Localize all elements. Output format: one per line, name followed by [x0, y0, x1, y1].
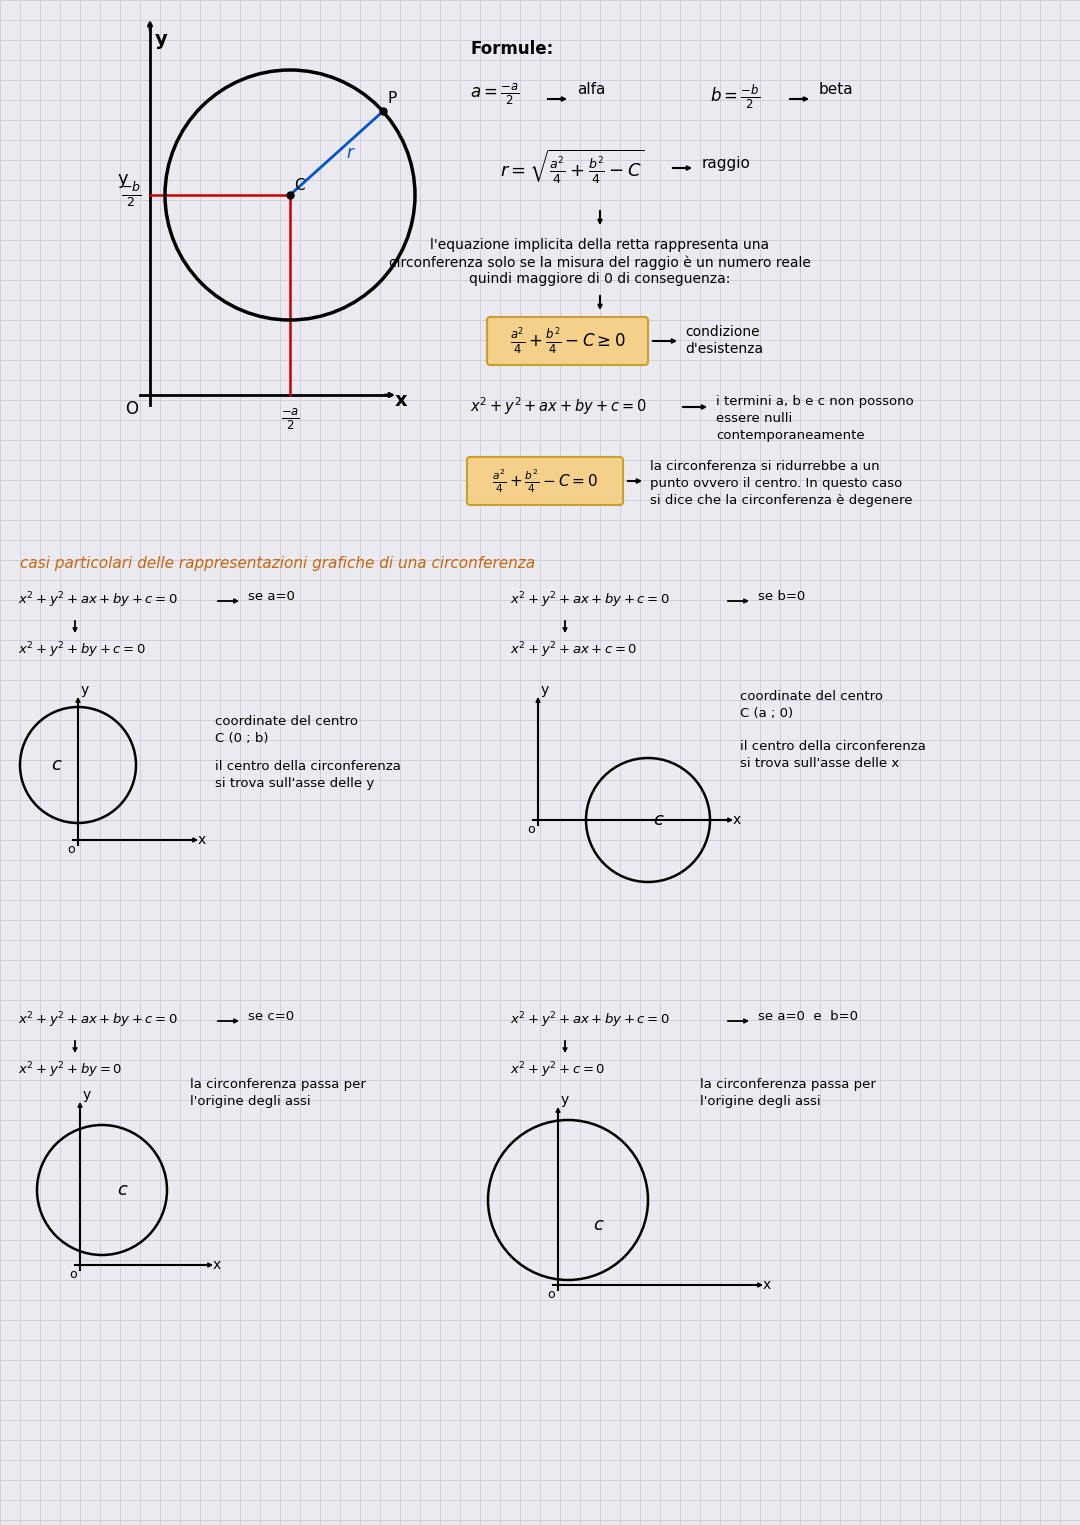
Text: il centro della circonferenza: il centro della circonferenza	[740, 740, 926, 753]
Text: $a = \frac{-a}{2}$: $a = \frac{-a}{2}$	[470, 82, 519, 107]
Text: coordinate del centro: coordinate del centro	[740, 689, 883, 703]
Text: x: x	[733, 813, 741, 827]
Text: se c=0: se c=0	[248, 1010, 294, 1023]
Text: se a=0  e  b=0: se a=0 e b=0	[758, 1010, 858, 1023]
Text: O: O	[125, 400, 138, 418]
Text: $x^2 + y^2 + ax + by + c = 0$: $x^2 + y^2 + ax + by + c = 0$	[18, 1010, 178, 1029]
Text: punto ovvero il centro. In questo caso: punto ovvero il centro. In questo caso	[650, 477, 902, 490]
Text: si trova sull'asse delle y: si trova sull'asse delle y	[215, 778, 375, 790]
Text: l'origine degli assi: l'origine degli assi	[190, 1095, 311, 1109]
Text: $x^2 + y^2 + by = 0$: $x^2 + y^2 + by = 0$	[18, 1060, 122, 1080]
Text: r: r	[347, 145, 353, 162]
Text: condizione: condizione	[685, 325, 759, 339]
Text: casi particolari delle rappresentazioni grafiche di una circonferenza: casi particolari delle rappresentazioni …	[21, 557, 535, 570]
Text: o: o	[69, 1267, 77, 1281]
Text: y: y	[561, 1093, 569, 1107]
Text: y: y	[541, 683, 550, 697]
Text: si trova sull'asse delle x: si trova sull'asse delle x	[740, 756, 900, 770]
Text: $x^2 + y^2 + ax + by + c = 0$: $x^2 + y^2 + ax + by + c = 0$	[510, 590, 670, 610]
Text: $b = \frac{-b}{2}$: $b = \frac{-b}{2}$	[710, 82, 760, 110]
Text: $r = \sqrt{\frac{a^2}{4} + \frac{b^2}{4} - C}$: $r = \sqrt{\frac{a^2}{4} + \frac{b^2}{4}…	[500, 148, 644, 186]
Text: x: x	[213, 1258, 221, 1272]
Text: C: C	[294, 178, 305, 194]
Text: $\frac{-b}{2}$: $\frac{-b}{2}$	[121, 180, 141, 209]
Text: d'esistenza: d'esistenza	[685, 342, 764, 355]
Text: c: c	[51, 756, 60, 775]
Text: il centro della circonferenza: il centro della circonferenza	[215, 759, 401, 773]
Text: y: y	[118, 169, 129, 188]
Text: si dice che la circonferenza è degenere: si dice che la circonferenza è degenere	[650, 494, 913, 506]
Text: $x^2 + y^2 + ax + c = 0$: $x^2 + y^2 + ax + c = 0$	[510, 640, 637, 660]
FancyBboxPatch shape	[487, 317, 648, 364]
Text: P: P	[388, 92, 397, 107]
Text: $x^2 + y^2 + ax + by + c = 0$: $x^2 + y^2 + ax + by + c = 0$	[510, 1010, 670, 1029]
Text: c: c	[117, 1180, 127, 1199]
Text: o: o	[548, 1289, 555, 1301]
FancyBboxPatch shape	[467, 458, 623, 505]
Text: quindi maggiore di 0 di conseguenza:: quindi maggiore di 0 di conseguenza:	[470, 271, 731, 287]
Text: $\frac{-a}{2}$: $\frac{-a}{2}$	[281, 407, 299, 432]
Text: C (a ; 0): C (a ; 0)	[740, 708, 793, 720]
Text: y: y	[83, 1087, 91, 1103]
Text: $\frac{a^2}{4} + \frac{b^2}{4} - C = 0$: $\frac{a^2}{4} + \frac{b^2}{4} - C = 0$	[492, 467, 598, 494]
Text: x: x	[762, 1278, 771, 1292]
Text: contemporaneamente: contemporaneamente	[716, 429, 865, 442]
Text: y: y	[81, 683, 90, 697]
Text: la circonferenza passa per: la circonferenza passa per	[190, 1078, 366, 1090]
Text: se b=0: se b=0	[758, 590, 806, 602]
Text: circonferenza solo se la misura del raggio è un numero reale: circonferenza solo se la misura del ragg…	[389, 255, 811, 270]
Text: x: x	[198, 833, 206, 846]
Text: se a=0: se a=0	[248, 590, 295, 602]
Text: $x^2 + y^2 + by + c = 0$: $x^2 + y^2 + by + c = 0$	[18, 640, 146, 660]
Text: alfa: alfa	[577, 82, 606, 98]
Text: coordinate del centro: coordinate del centro	[215, 715, 357, 727]
Text: l'equazione implicita della retta rappresenta una: l'equazione implicita della retta rappre…	[431, 238, 770, 252]
Text: C (0 ; b): C (0 ; b)	[215, 732, 269, 746]
Text: x: x	[395, 390, 407, 410]
Text: c: c	[593, 1215, 603, 1234]
Text: la circonferenza si ridurrebbe a un: la circonferenza si ridurrebbe a un	[650, 461, 879, 473]
Text: o: o	[527, 824, 535, 836]
Text: l'origine degli assi: l'origine degli assi	[700, 1095, 821, 1109]
Text: beta: beta	[819, 82, 853, 98]
Text: $x^2 + y^2 + ax + by + c = 0$: $x^2 + y^2 + ax + by + c = 0$	[470, 395, 647, 416]
Text: o: o	[67, 843, 75, 856]
Text: raggio: raggio	[702, 156, 751, 171]
Text: $\frac{a^2}{4} + \frac{b^2}{4} - C \geq 0$: $\frac{a^2}{4} + \frac{b^2}{4} - C \geq …	[510, 325, 625, 357]
Text: c: c	[653, 811, 663, 830]
Text: Formule:: Formule:	[470, 40, 553, 58]
Text: essere nulli: essere nulli	[716, 412, 793, 425]
Text: y: y	[156, 30, 167, 49]
Text: $x^2 + y^2 + ax + by + c = 0$: $x^2 + y^2 + ax + by + c = 0$	[18, 590, 178, 610]
Text: i termini a, b e c non possono: i termini a, b e c non possono	[716, 395, 914, 409]
Text: la circonferenza passa per: la circonferenza passa per	[700, 1078, 876, 1090]
Text: $x^2 + y^2 + c = 0$: $x^2 + y^2 + c = 0$	[510, 1060, 605, 1080]
